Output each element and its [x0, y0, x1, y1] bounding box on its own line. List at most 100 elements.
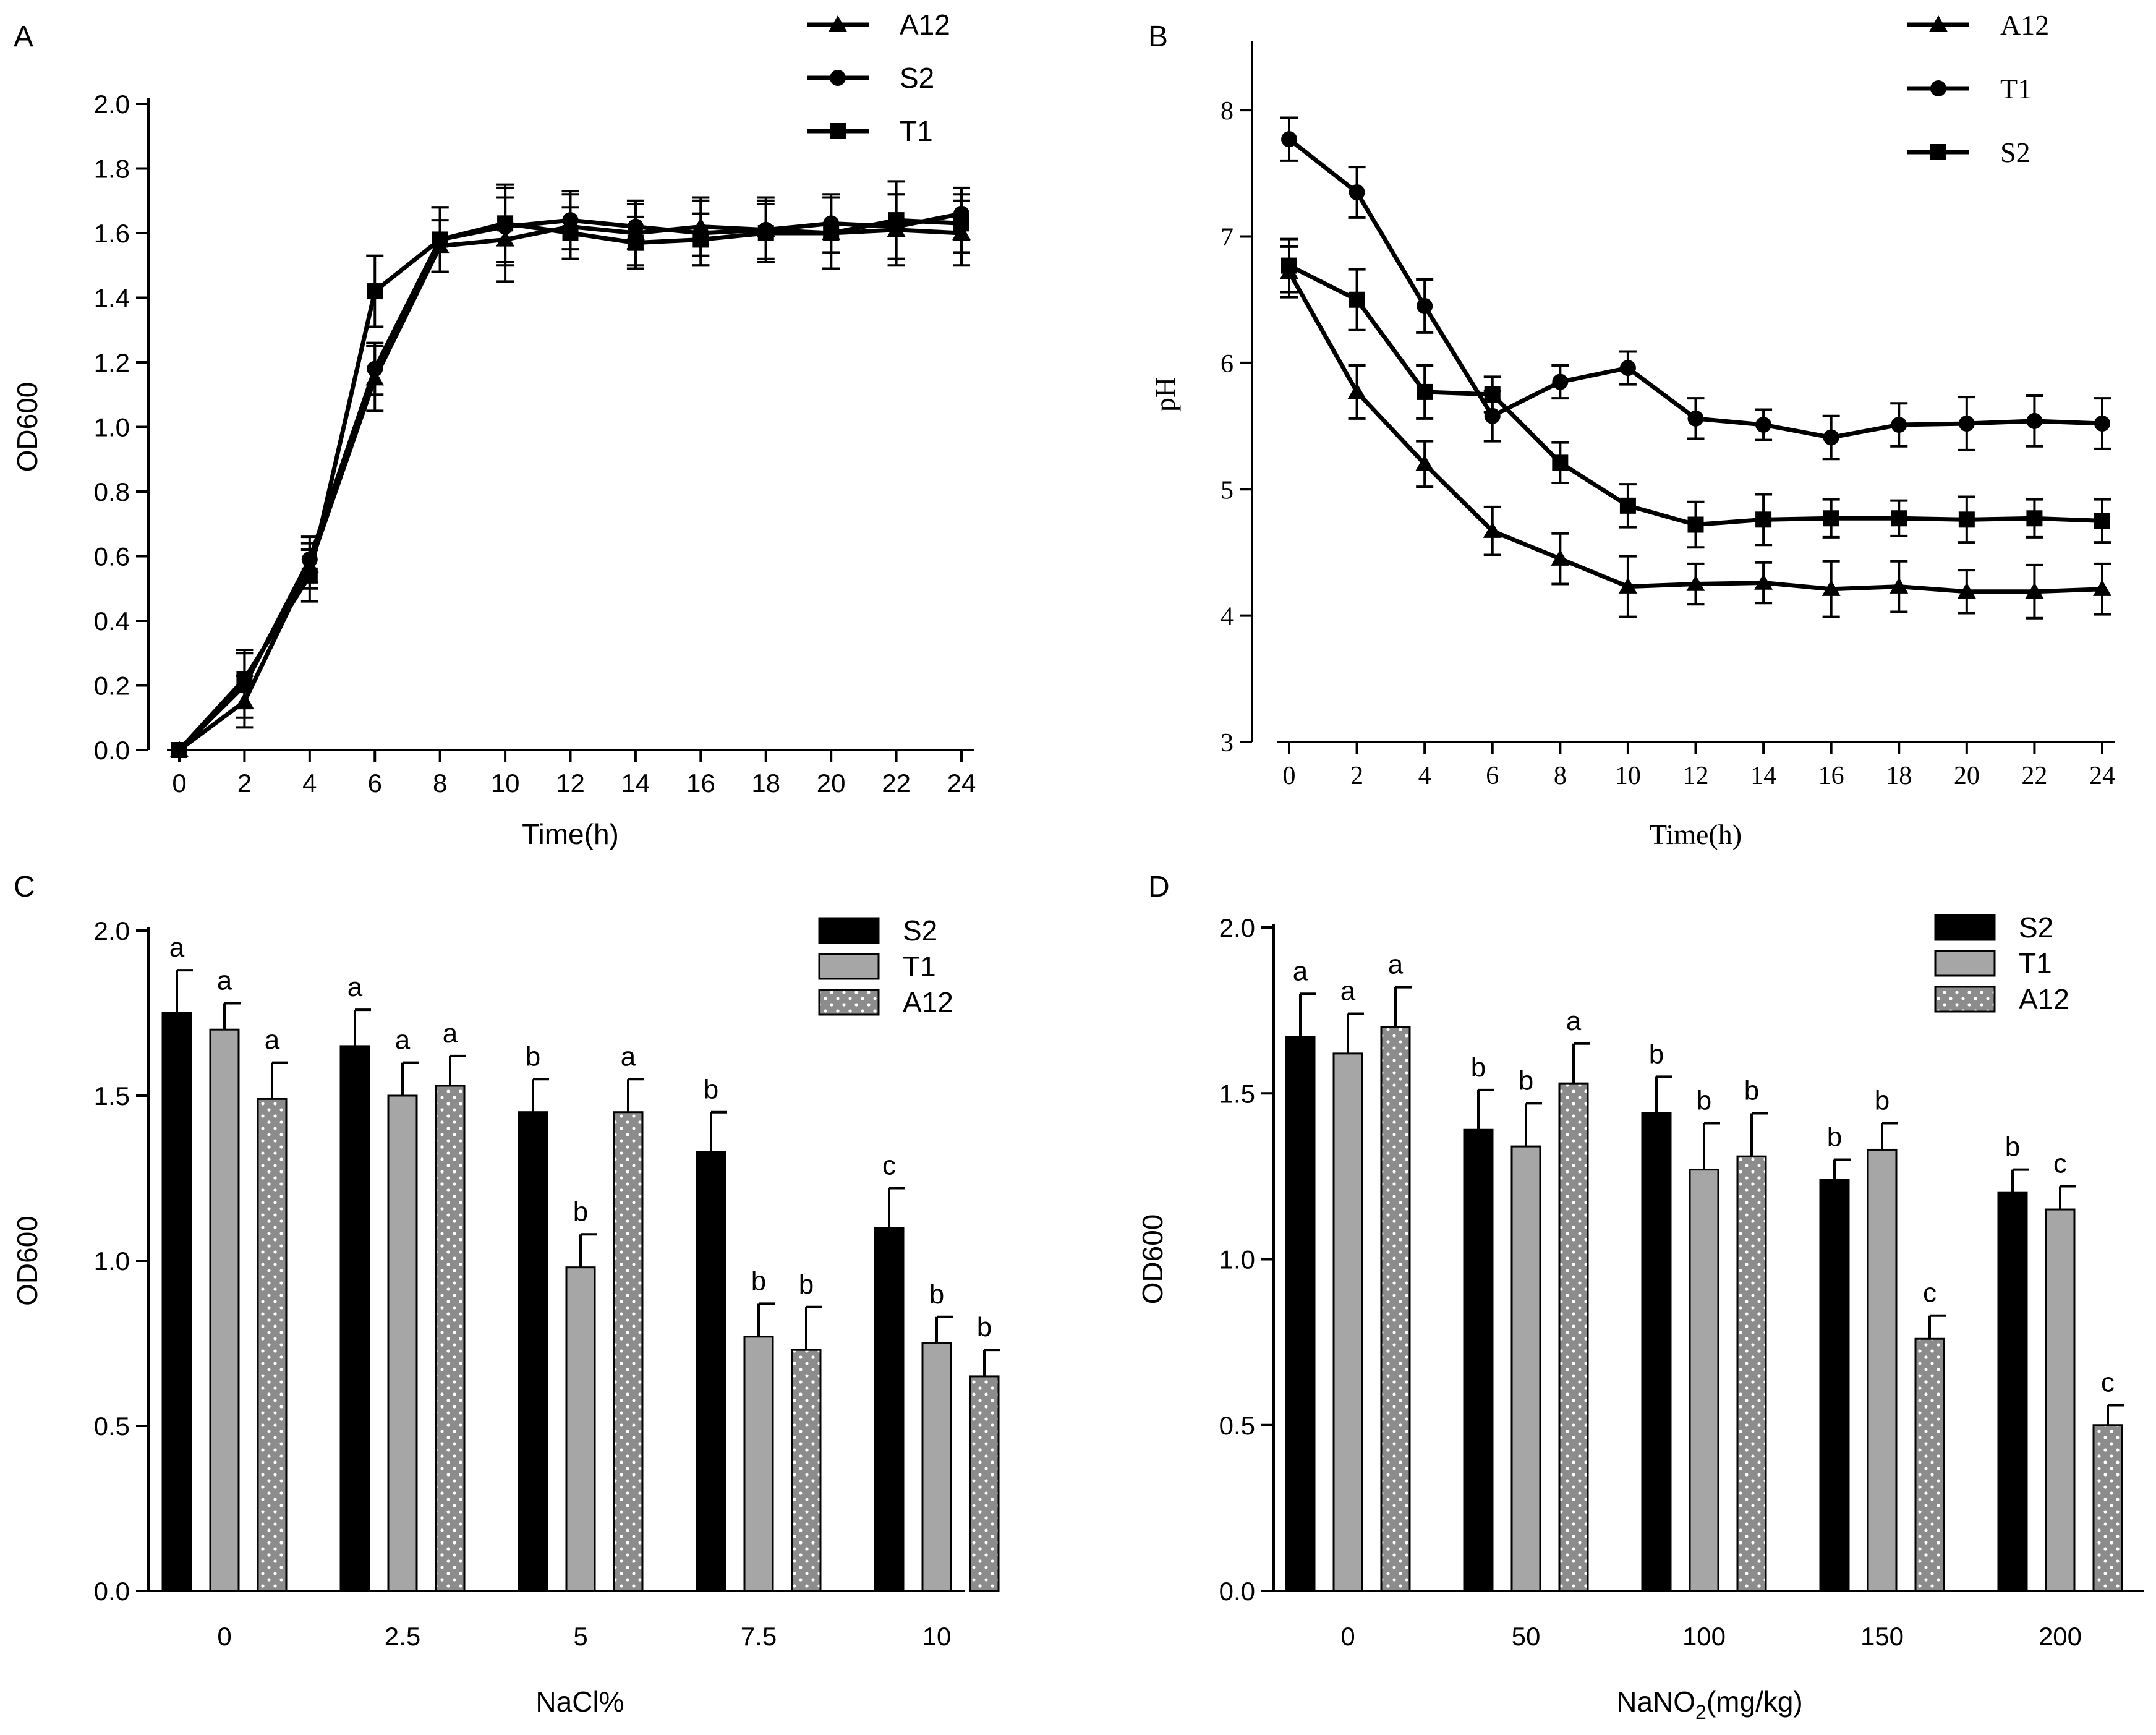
series-line — [1288, 263, 2103, 527]
significance-letter: c — [2101, 1368, 2115, 1398]
y-tick-label: 4 — [1221, 603, 1234, 631]
data-point — [1957, 582, 1976, 599]
x-axis-title: NaNO2(mg/kg) — [1616, 1686, 1803, 1723]
data-point — [497, 215, 514, 232]
legend-marker — [1929, 15, 1948, 32]
y-tick-label: 0.0 — [1219, 1577, 1255, 1606]
legend-label: A12 — [2019, 983, 2069, 1015]
y-tick-label: 0.8 — [94, 477, 130, 506]
data-point — [1417, 297, 1433, 314]
bar-s2 — [1641, 1112, 1672, 1592]
panel-a-growth-curve: A0.00.20.40.60.81.01.21.41.61.82.00 2 4 6 8 1… — [11, 9, 976, 850]
data-point — [1349, 184, 1365, 201]
legend-swatch — [818, 917, 880, 944]
data-point — [1552, 373, 1569, 390]
significance-letter: b — [1827, 1122, 1842, 1153]
x-tick-label: 18 — [751, 769, 780, 798]
bar-s2 — [518, 1111, 548, 1592]
bar-t1 — [743, 1336, 774, 1592]
x-tick-label: 16 — [1818, 762, 1844, 790]
data-point — [562, 225, 579, 241]
data-point — [236, 671, 253, 688]
x-axis-title: NaCl% — [535, 1686, 624, 1718]
category-group: aaa — [1285, 950, 1412, 1592]
data-point — [1687, 410, 1704, 427]
bar-t1 — [1689, 1169, 1719, 1592]
data-point — [1551, 549, 1570, 566]
bar-t1 — [1510, 1145, 1541, 1592]
significance-letter: c — [2053, 1148, 2067, 1179]
y-tick-label: 1.4 — [94, 284, 130, 313]
series-line — [1287, 137, 2103, 440]
x-tick-label: 2 — [1350, 762, 1363, 790]
bar-a12 — [1558, 1082, 1589, 1592]
significance-letter: b — [1744, 1075, 1759, 1106]
data-point — [1417, 383, 1433, 400]
y-axis-title: OD600 — [1136, 1214, 1169, 1305]
data-point — [953, 215, 969, 232]
legend-label: A12 — [900, 9, 950, 41]
data-point — [301, 567, 318, 584]
y-tick-label: 7 — [1221, 224, 1234, 252]
x-axis-title: Time(h) — [1650, 819, 1742, 850]
legend-marker — [1930, 144, 1946, 160]
bar-s2 — [1463, 1128, 1494, 1592]
series-s2 — [171, 186, 970, 758]
data-point — [1958, 416, 1975, 432]
x-tick-label: 20 — [817, 769, 846, 798]
x-axis-title-subscript: 2 — [1695, 1701, 1706, 1723]
bar-s2 — [1819, 1179, 1850, 1592]
legend-label: T1 — [900, 115, 933, 147]
x-tick-label: 12 — [1683, 762, 1709, 790]
x-axis-title: Time(h) — [522, 818, 619, 850]
panel-d-nitrite-tolerance: D 0.0 0.5 1.0 1.5 2.0 a a a 0 b b a 50 b b b 100 b b c 150 b c c… — [1136, 871, 2144, 1723]
significance-letter: b — [2005, 1132, 2020, 1162]
category-group: aaa — [161, 932, 288, 1592]
data-point — [692, 231, 709, 248]
x-tick-label: 0 — [1283, 762, 1296, 790]
y-axis-title: pH — [1149, 377, 1181, 412]
x-tick-label: 0 — [1340, 1622, 1355, 1651]
data-point — [1755, 511, 1772, 528]
data-point — [432, 231, 448, 248]
y-tick-label: 1.8 — [94, 155, 130, 184]
data-point — [1619, 497, 1636, 514]
data-point — [1823, 510, 1839, 527]
significance-letter: b — [1519, 1065, 1533, 1096]
data-point — [1484, 386, 1501, 403]
y-tick-label: 6 — [1221, 350, 1234, 378]
y-tick-label: 1.0 — [1219, 1245, 1255, 1274]
legend-marker — [1930, 80, 1946, 96]
x-tick-label: 100 — [1682, 1622, 1726, 1651]
series-s2 — [1280, 237, 2111, 549]
legend-label: S2 — [903, 914, 937, 947]
data-point — [823, 225, 840, 241]
data-point — [1822, 579, 1841, 596]
y-tick-label: 1.0 — [94, 413, 130, 442]
data-point — [1890, 577, 1909, 594]
bar-s2 — [161, 1012, 192, 1592]
bar-a12 — [1914, 1337, 1945, 1592]
significance-letter: a — [1566, 1006, 1582, 1036]
significance-letter: b — [1649, 1039, 1664, 1069]
x-tick-label: 2 — [237, 769, 252, 798]
significance-letter: b — [1875, 1086, 1890, 1116]
x-tick-label: 14 — [621, 769, 650, 798]
bar-t1 — [921, 1342, 952, 1592]
legend-label: S2 — [2019, 911, 2053, 944]
y-tick-label: 3 — [1221, 729, 1234, 757]
category-group: b c c — [1997, 1132, 2124, 1592]
bar-s2 — [874, 1227, 905, 1592]
legend-label: S2 — [900, 62, 934, 94]
panel-letter: D — [1148, 871, 1170, 903]
significance-letter: c — [1923, 1278, 1937, 1308]
x-tick-label: 5 — [573, 1622, 587, 1651]
bar-a12 — [969, 1375, 1000, 1592]
x-tick-label: 200 — [2039, 1622, 2082, 1651]
x-tick-label: 24 — [947, 769, 976, 798]
bar-s2 — [339, 1045, 370, 1592]
series-line — [177, 224, 962, 752]
significance-letter: a — [217, 965, 232, 995]
